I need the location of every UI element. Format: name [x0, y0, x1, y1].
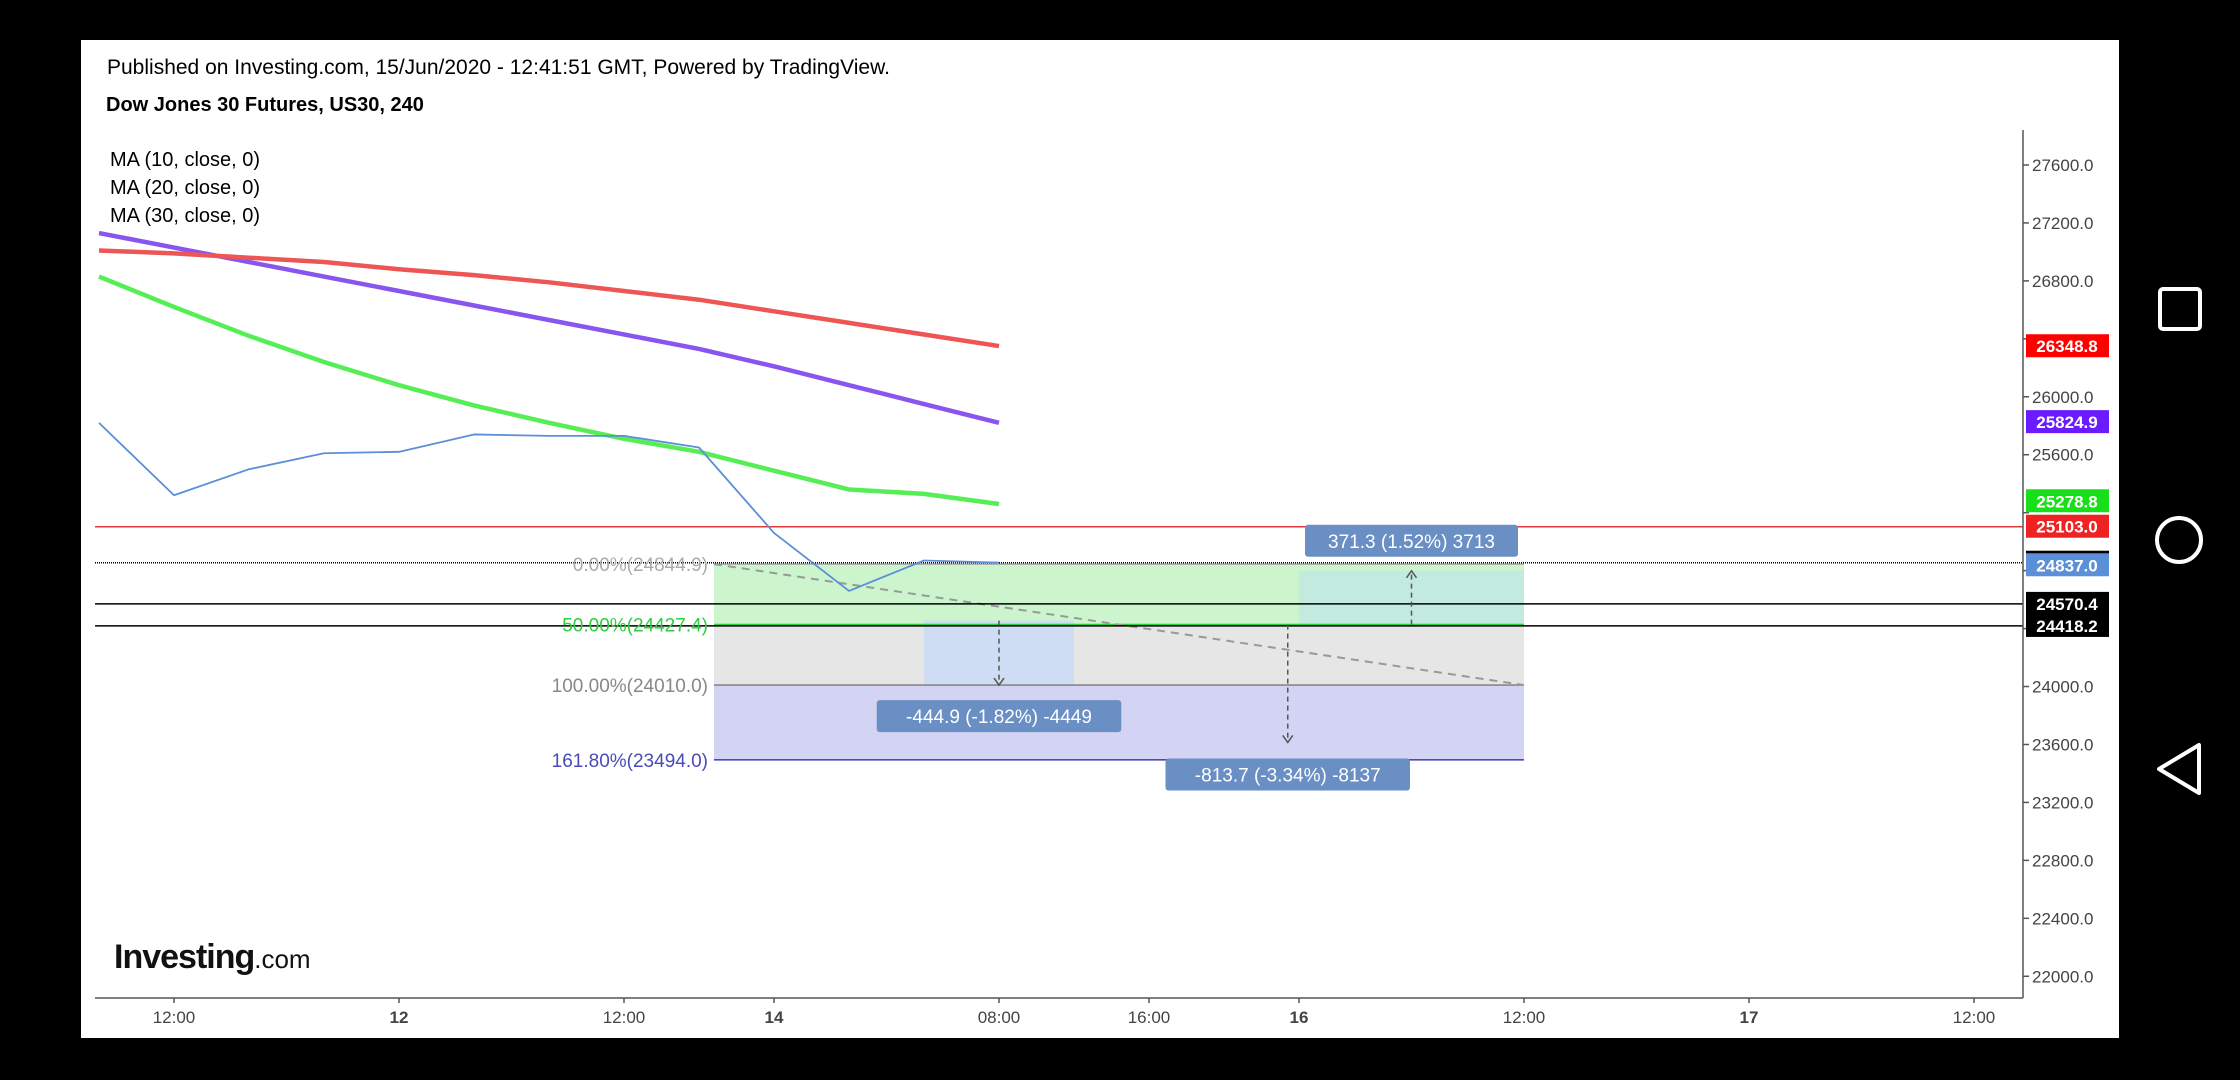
price-label: 25103.0: [2036, 518, 2097, 537]
ma-line: [98, 274, 1000, 507]
price-label-box: [2026, 410, 2109, 434]
y-tick-label: 26000.0: [2032, 388, 2093, 407]
y-tick-label: 22800.0: [2032, 851, 2093, 870]
logo-main: Investing: [114, 938, 255, 976]
x-tick-label: 12:00: [1953, 1008, 1996, 1027]
y-tick-label: 22400.0: [2032, 909, 2093, 928]
measure-label-down-box: [876, 700, 1122, 733]
ma-line: [98, 248, 1000, 349]
x-tick-label: 16: [1290, 1008, 1309, 1027]
measure-box-up: [1299, 570, 1524, 625]
x-tick-label: 12:00: [1503, 1008, 1546, 1027]
measure-arrow-up-head: [1405, 569, 1418, 579]
x-tick-label: 12:00: [603, 1008, 646, 1027]
home-button[interactable]: [2119, 495, 2240, 585]
plot-area: [95, 230, 2023, 761]
measure-arrow-long-head: [1282, 735, 1294, 744]
price-label: 26348.8: [2036, 337, 2097, 356]
price-label-box: [2026, 613, 2109, 637]
logo-suffix: .com: [254, 944, 311, 974]
circle-icon: [2155, 516, 2203, 564]
x-tick-label: 08:00: [978, 1008, 1021, 1027]
fib-level-label: 0.00%(24844.9): [573, 555, 708, 576]
back-button[interactable]: [2119, 723, 2240, 813]
recents-button[interactable]: [2119, 264, 2240, 354]
legend-ma10[interactable]: MA (10, close, 0): [110, 149, 261, 171]
measure-label-down: -444.9 (-1.82%) -4449: [906, 707, 1092, 728]
legend-ma30[interactable]: MA (30, close, 0): [110, 205, 261, 227]
fib-level-label: 161.80%(23494.0): [552, 751, 708, 772]
y-tick-label: 23600.0: [2032, 735, 2093, 754]
ma-line: [98, 230, 1000, 426]
measure-label-long-box: [1165, 758, 1410, 791]
y-tick-label: 26800.0: [2032, 272, 2093, 291]
published-info: Published on Investing.com, 15/Jun/2020 …: [107, 56, 890, 79]
measure-label-long: -813.7 (-3.34%) -8137: [1195, 765, 1381, 786]
price-label-box: [2026, 514, 2109, 538]
price-label: 25824.9: [2036, 413, 2097, 432]
y-tick-label: 27200.0: [2032, 214, 2093, 233]
back-triangle-icon: [2157, 743, 2201, 795]
fib-level-label: 50.00%(24427.4): [562, 616, 708, 637]
measure-arrow-down-head: [993, 677, 1005, 687]
price-label: 24570.4: [2036, 595, 2098, 614]
fib-zone-50-100: [714, 624, 1524, 686]
price-line: [98, 422, 1000, 592]
square-icon: [2158, 287, 2202, 331]
chart-card: 0.00%(24844.9) 50.00%(24427.4) 100.00%(240…: [81, 40, 2119, 1038]
fib-level-label: 100.00%(24010.0): [552, 676, 708, 697]
y-tick-label: 22000.0: [2032, 967, 2093, 986]
price-label: 25278.8: [2036, 492, 2097, 511]
price-label-box: [2026, 591, 2109, 615]
symbol-title: Dow Jones 30 Futures, US30, 240: [106, 94, 424, 116]
investing-logo: Investing.com: [114, 938, 311, 977]
x-tick-label: 14: [765, 1008, 784, 1027]
measure-label-up-box: [1305, 524, 1518, 557]
android-nav-bar: [2119, 0, 2240, 1080]
y-tick-label: 24000.0: [2032, 678, 2093, 697]
chart-canvas[interactable]: 0.00%(24844.9) 50.00%(24427.4) 100.00%(240…: [81, 40, 2119, 1038]
y-tick-label: 25600.0: [2032, 446, 2093, 465]
price-label-box: [2026, 489, 2109, 513]
y-tick-label: 23200.0: [2032, 793, 2093, 812]
price-label-box: [2026, 553, 2109, 577]
measure-label-up: 371.3 (1.52%) 3713: [1328, 532, 1495, 553]
x-tick-label: 12: [390, 1008, 409, 1027]
price-label: 24837.0: [2036, 556, 2097, 575]
x-tick-label: 17: [1740, 1008, 1759, 1027]
legend-ma20[interactable]: MA (20, close, 0): [110, 177, 261, 199]
x-tick-label: 12:00: [153, 1008, 196, 1027]
fib-trend-line: [713, 563, 1525, 687]
price-label-box: [2026, 334, 2109, 358]
price-label: 24418.2: [2036, 617, 2097, 636]
x-tick-label: 16:00: [1128, 1008, 1171, 1027]
y-tick-label: 27600.0: [2032, 156, 2093, 175]
